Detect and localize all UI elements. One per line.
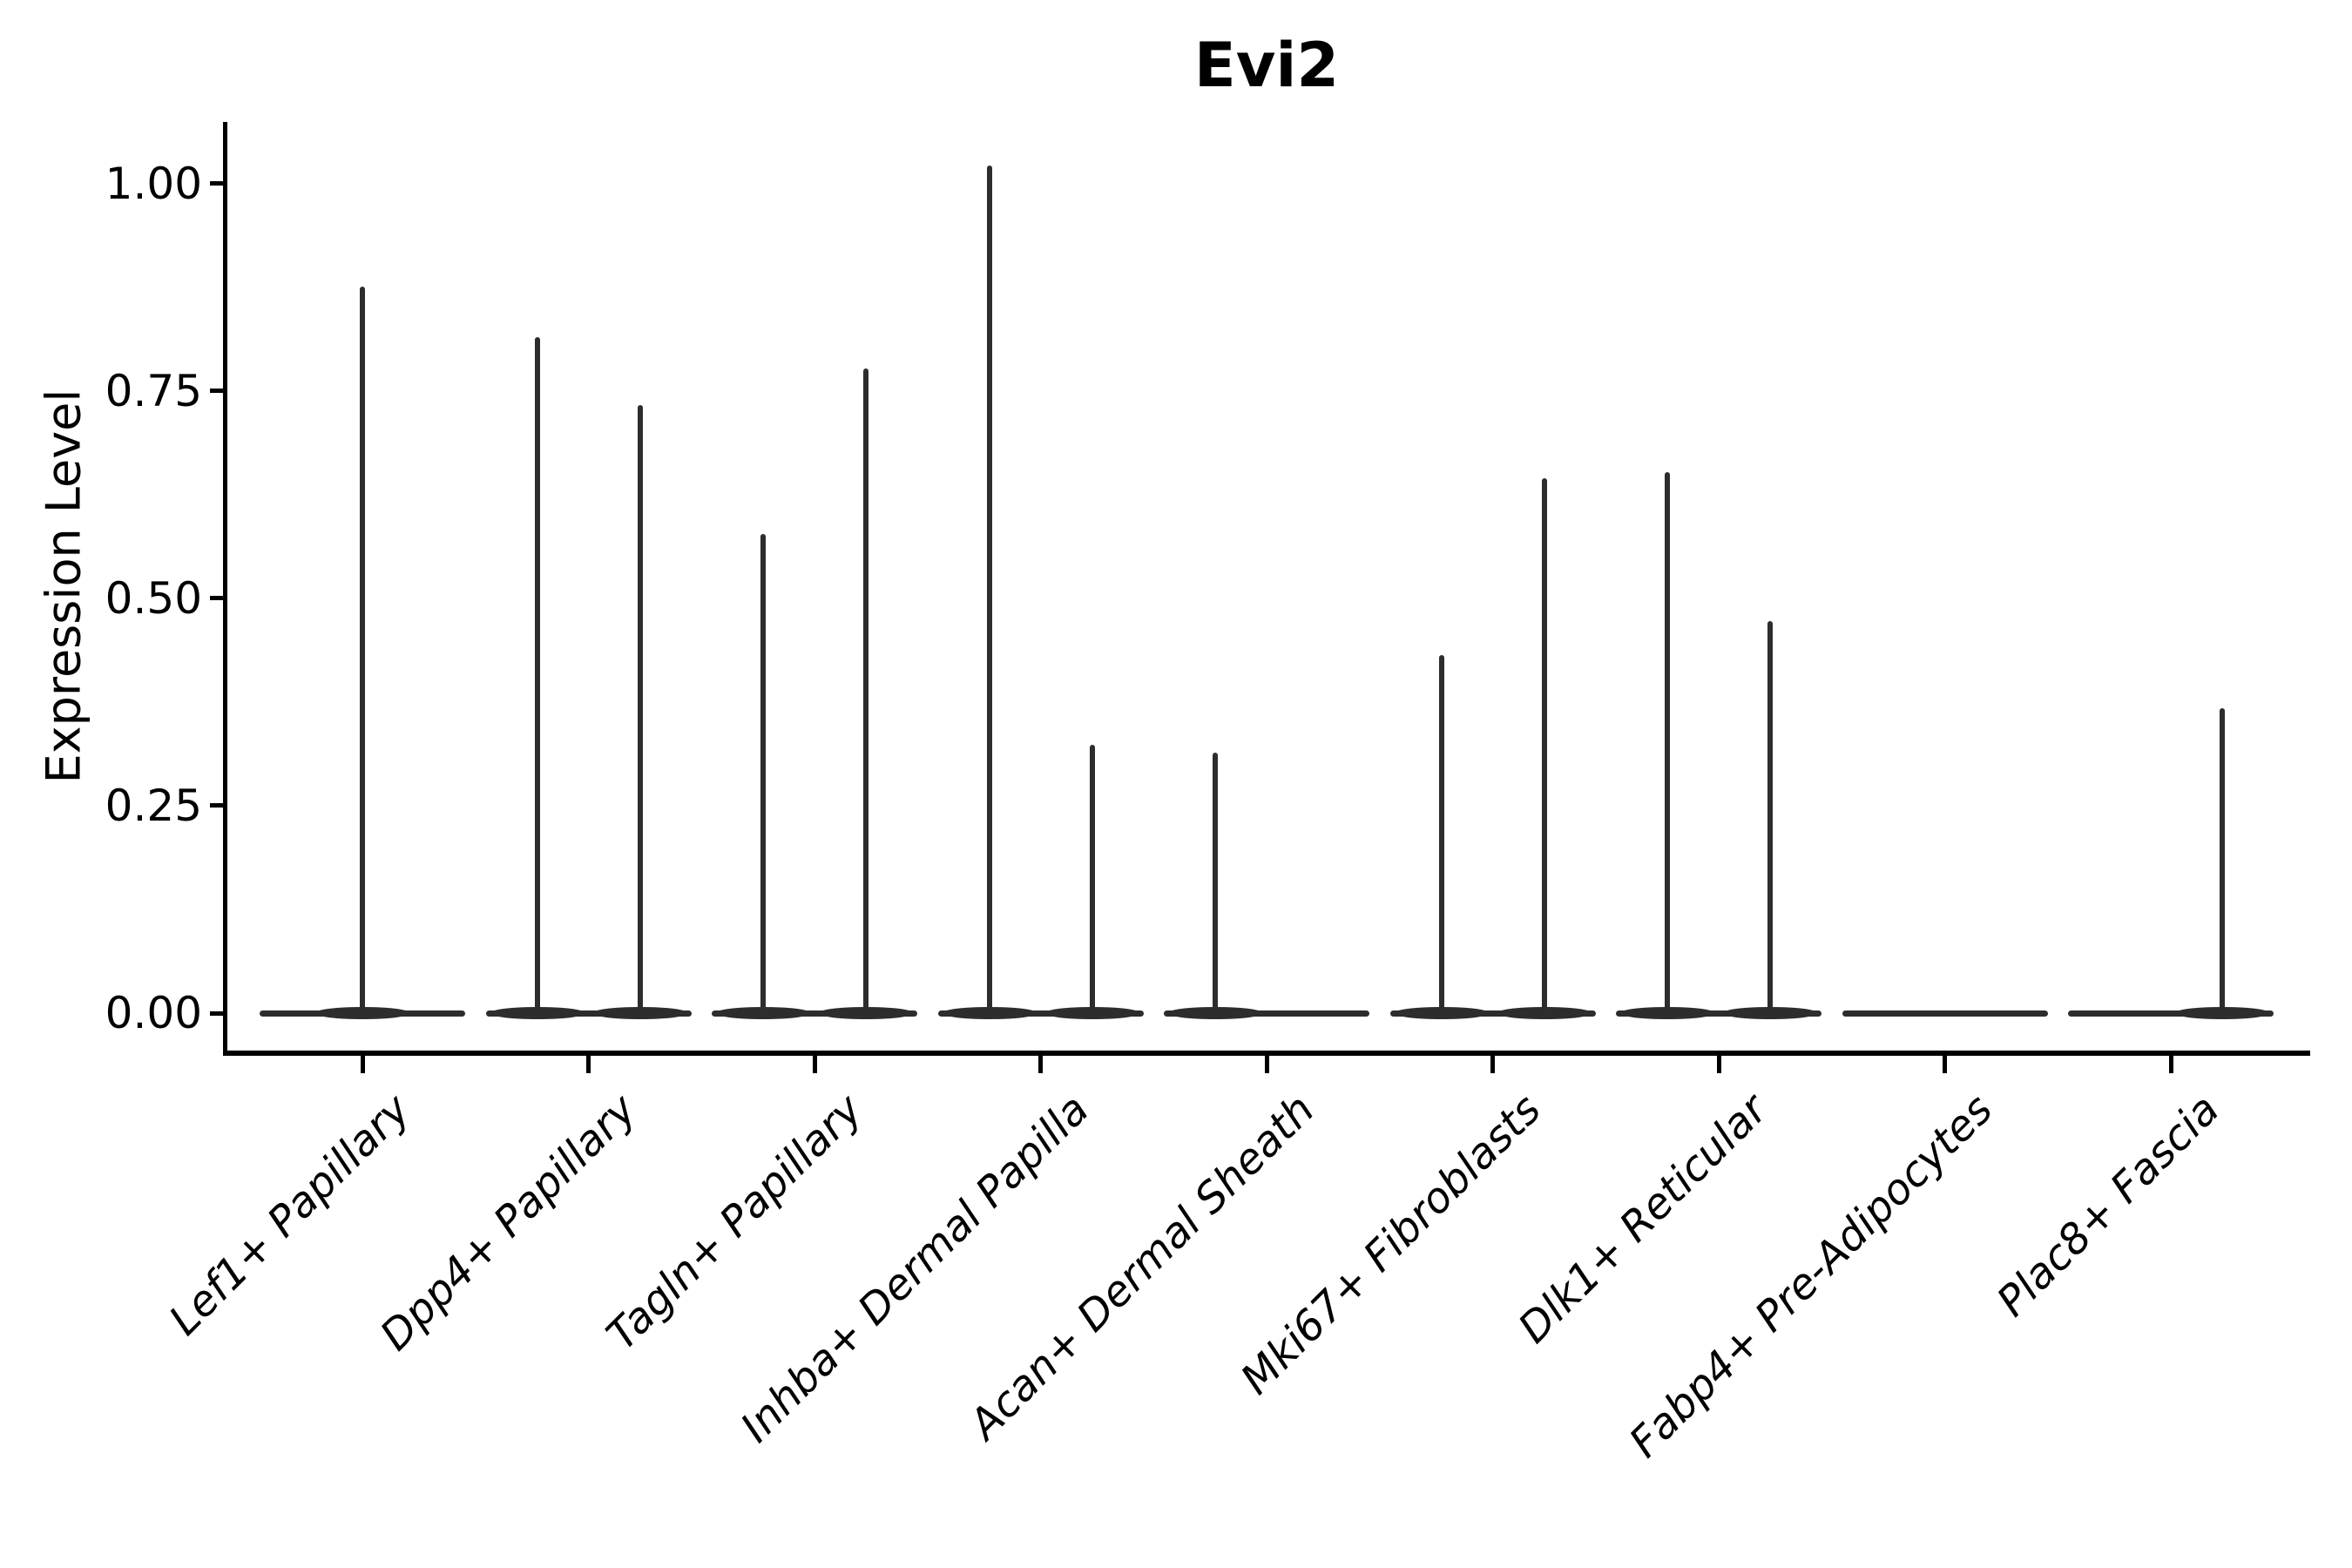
violin-baseline bbox=[2068, 1010, 2274, 1017]
x-tick-mark bbox=[586, 1056, 591, 1073]
violin-spike bbox=[1767, 621, 1773, 1015]
y-axis-line bbox=[223, 122, 227, 1056]
violin-baseline bbox=[1842, 1010, 2048, 1017]
violin-baseline bbox=[712, 1010, 917, 1017]
violin-baseline bbox=[1616, 1010, 1821, 1017]
y-tick-mark bbox=[210, 181, 224, 186]
violin-spike bbox=[637, 404, 643, 1015]
x-tick-mark bbox=[1490, 1056, 1495, 1073]
y-tick-mark bbox=[210, 596, 224, 601]
x-axis-line bbox=[223, 1051, 2310, 1056]
y-tick-label: 0.00 bbox=[105, 988, 202, 1038]
violin-spike bbox=[986, 165, 992, 1015]
violin-baseline bbox=[1389, 1010, 1596, 1017]
violin-spike bbox=[534, 336, 540, 1015]
violin-baseline bbox=[1164, 1010, 1369, 1017]
y-tick-label: 0.75 bbox=[105, 365, 202, 416]
x-tick-mark bbox=[1038, 1056, 1043, 1073]
y-tick-mark bbox=[210, 389, 224, 394]
violin-spike bbox=[2220, 707, 2225, 1015]
violin-spike bbox=[760, 533, 766, 1015]
x-tick-label-lef1-papillary: Lef1+ Papillary bbox=[160, 1085, 421, 1345]
violin-baseline bbox=[485, 1010, 692, 1017]
violin-spike bbox=[1089, 745, 1095, 1015]
y-tick-label: 0.50 bbox=[105, 572, 202, 624]
violin-spike bbox=[863, 368, 868, 1015]
violin-spike bbox=[1665, 472, 1670, 1015]
violin-spike bbox=[360, 286, 365, 1015]
y-tick-mark bbox=[210, 1010, 224, 1016]
x-tick-mark bbox=[1943, 1056, 1947, 1073]
x-tick-mark bbox=[812, 1056, 817, 1073]
y-tick-label: 1.00 bbox=[105, 158, 202, 209]
violin-spike bbox=[1438, 654, 1444, 1015]
y-tick-label: 0.25 bbox=[105, 780, 202, 831]
violin-baseline bbox=[937, 1010, 1144, 1017]
x-tick-label-dlk1-reticular: Dlk1+ Reticular bbox=[1508, 1085, 1777, 1353]
x-tick-mark bbox=[2168, 1056, 2173, 1073]
x-tick-mark bbox=[1264, 1056, 1269, 1073]
x-tick-mark bbox=[1716, 1056, 1721, 1073]
y-tick-mark bbox=[210, 803, 224, 808]
x-tick-mark bbox=[360, 1056, 365, 1073]
violin-spike bbox=[1213, 752, 1218, 1015]
x-tick-label-plac8-fascia: Plac8+ Fascia bbox=[1987, 1085, 2229, 1327]
x-tick-label-fabp4-pre-adipocytes: Fabp4+ Pre-Adipocytes bbox=[1620, 1085, 2003, 1468]
chart-title: Evi2 bbox=[1193, 30, 1340, 101]
violin-spike bbox=[1541, 477, 1547, 1015]
